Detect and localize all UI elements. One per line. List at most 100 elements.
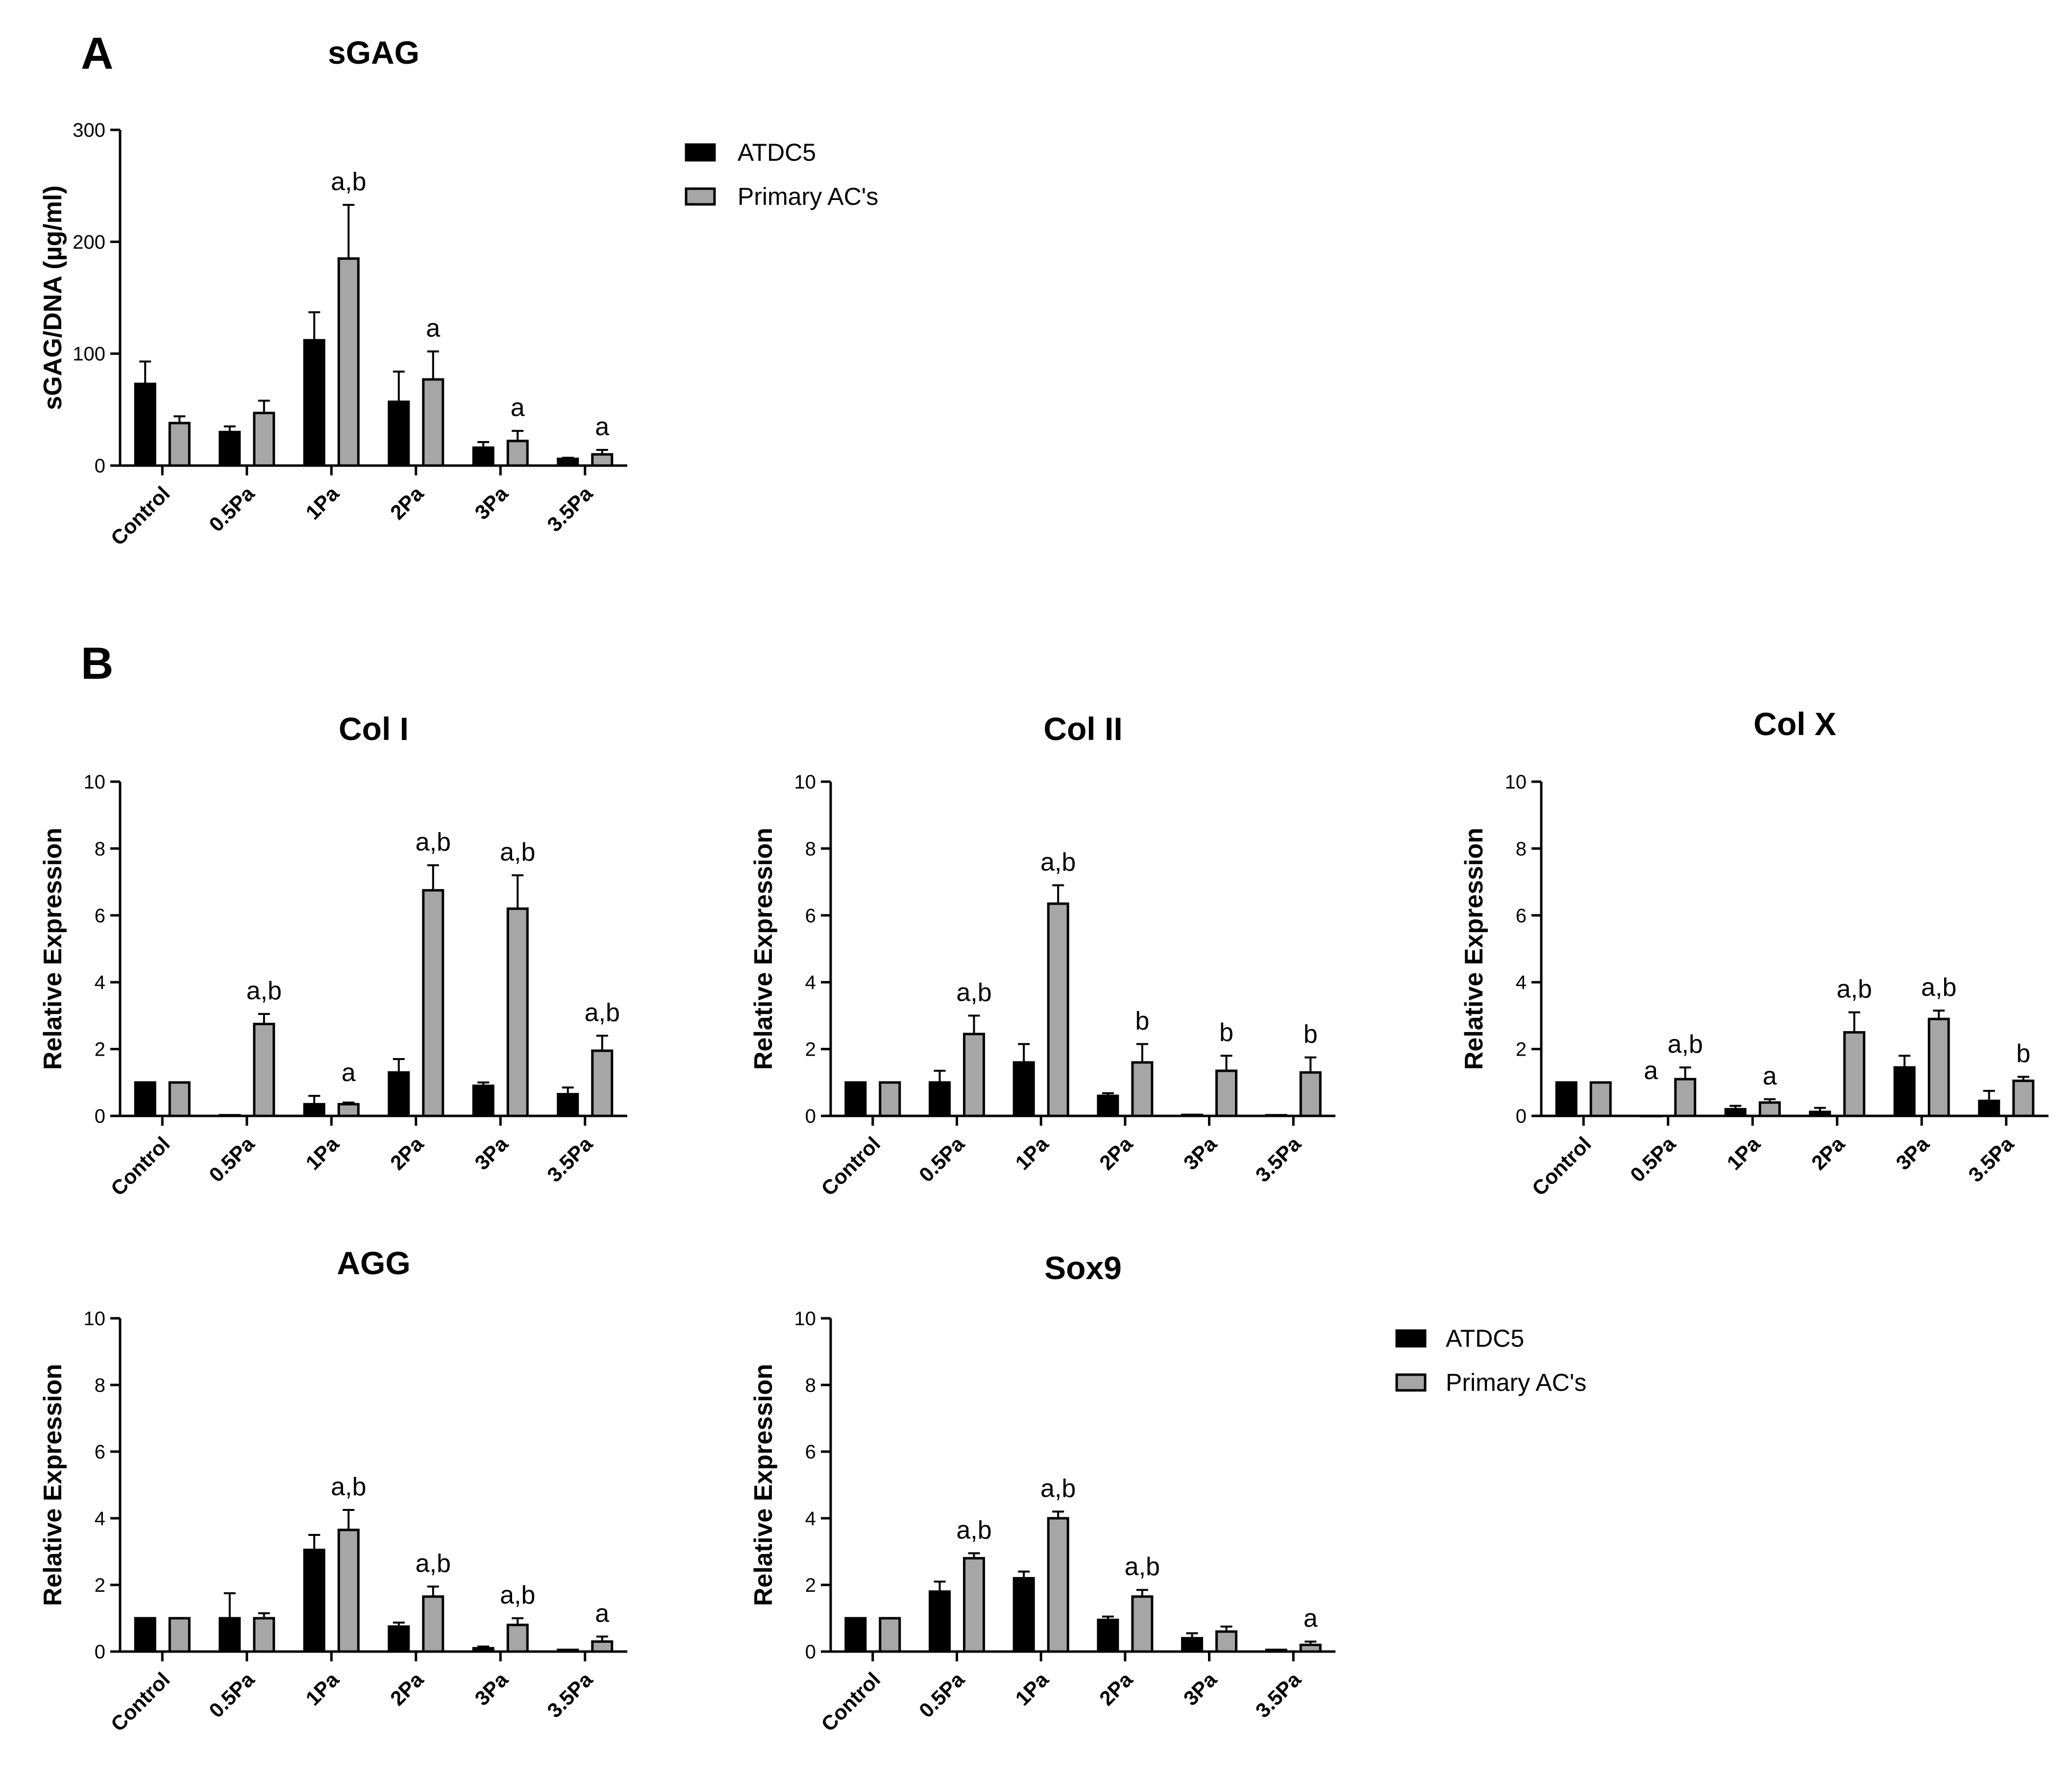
chart-title: sGAG <box>328 34 419 71</box>
significance-label: b <box>2016 1039 2030 1068</box>
y-axis-label: Relative Expression <box>1460 828 1488 1070</box>
chart-col-x: Col X Relative Expression 0 2 4 6 8 10 Control 0.… <box>1460 706 2048 1200</box>
legend-swatch-atdc5 <box>1395 1329 1427 1348</box>
x-tick-label-3pa: 3Pa <box>1179 1668 1222 1710</box>
x-tick-label-1pa: 1Pa <box>1011 1668 1053 1710</box>
bar-atdc5-2pa <box>1097 1094 1119 1117</box>
y-tick-label: 4 <box>805 1508 816 1530</box>
legend-swatch-primary <box>685 187 716 206</box>
significance-label: a <box>1763 1062 1777 1090</box>
significance-label: a <box>595 413 609 441</box>
y-tick-label: 100 <box>73 344 105 365</box>
y-tick-label: 4 <box>1516 972 1527 993</box>
y-tick-label: 0 <box>805 1641 816 1663</box>
bar-atdc5-control <box>134 382 156 467</box>
chart-title: Col I <box>339 711 409 747</box>
x-tick-label-2pa: 2Pa <box>1095 1132 1137 1175</box>
y-tick-label: 0 <box>95 1106 105 1127</box>
x-tick-label-2pa: 2Pa <box>386 482 428 524</box>
y-tick-label: 8 <box>95 1375 105 1396</box>
bar-atdc5-1pa <box>1724 1108 1747 1117</box>
bar-atdc5-control <box>134 1617 156 1653</box>
bar-primary-ac-s-0-5pa <box>963 1033 985 1117</box>
bar-primary-ac-s-1pa <box>1047 1517 1069 1653</box>
x-tick-label-2pa: 2Pa <box>386 1132 428 1175</box>
x-tick-label-control: Control <box>816 1668 885 1736</box>
bar-primary-ac-s-control <box>168 1081 191 1117</box>
y-tick-label: 8 <box>95 838 105 860</box>
x-tick-label-3pa: 3Pa <box>470 1668 513 1710</box>
bar-primary-ac-s-0-5pa <box>963 1557 985 1653</box>
y-tick-label: 0 <box>1516 1106 1527 1127</box>
legend-swatch-atdc5 <box>685 143 716 162</box>
bar-primary-ac-s-3pa <box>1215 1630 1237 1653</box>
chart-col-i: Col I Relative Expression 0 2 4 6 8 10 Control 0.… <box>39 711 627 1200</box>
y-axis-label: Relative Expression <box>39 828 67 1070</box>
y-tick-label: 300 <box>73 120 105 141</box>
bar-atdc5-3-5pa <box>557 457 579 467</box>
significance-label: a <box>342 1059 356 1087</box>
significance-label: a,b <box>331 1473 366 1501</box>
bar-primary-ac-s-control <box>168 421 191 467</box>
y-tick-label: 0 <box>805 1106 816 1127</box>
significance-label: a,b <box>416 828 451 857</box>
significance-label: a <box>1304 1605 1318 1633</box>
x-tick-label-0-5pa: 0.5Pa <box>1626 1132 1680 1186</box>
y-tick-label: 10 <box>1505 771 1527 793</box>
bar-atdc5-3pa <box>1893 1066 1916 1117</box>
bar-primary-ac-s-2pa <box>422 889 444 1117</box>
y-tick-label: 2 <box>805 1039 816 1061</box>
bar-atdc5-1pa <box>303 339 325 467</box>
x-tick-label-2pa: 2Pa <box>1807 1132 1850 1175</box>
bar-atdc5-3-5pa <box>1265 1649 1287 1653</box>
legend-swatch-primary <box>1395 1373 1427 1392</box>
bar-atdc5-3pa <box>1181 1637 1203 1653</box>
bar-primary-ac-s-control <box>879 1617 901 1653</box>
bar-atdc5-1pa <box>1012 1061 1035 1117</box>
bar-primary-ac-s-control <box>168 1617 191 1653</box>
bar-atdc5-2pa <box>388 400 410 467</box>
y-tick-label: 6 <box>1516 905 1527 927</box>
significance-label: a,b <box>247 977 282 1005</box>
y-tick-label: 10 <box>794 771 816 793</box>
y-tick-label: 0 <box>95 455 105 477</box>
x-tick-label-2pa: 2Pa <box>386 1668 428 1710</box>
legend-bottom: ATDC5 Primary AC's <box>1395 1325 1586 1396</box>
y-tick-label: 6 <box>805 905 816 927</box>
significance-label: a,b <box>1921 973 1956 1002</box>
y-tick-label: 200 <box>73 231 105 253</box>
bar-atdc5-0-5pa <box>929 1081 951 1117</box>
y-axis-label: sGAG/DNA (µg/ml) <box>39 185 67 410</box>
bar-atdc5-control <box>1555 1081 1578 1117</box>
x-tick-label-0-5pa: 0.5Pa <box>204 1668 259 1722</box>
y-tick-label: 4 <box>95 1508 105 1530</box>
bar-primary-ac-s-2pa <box>1843 1031 1866 1117</box>
chart-title: Col II <box>1043 711 1122 747</box>
y-tick-label: 6 <box>805 1441 816 1463</box>
y-tick-label: 4 <box>805 972 816 993</box>
significance-label: a,b <box>1040 1474 1076 1503</box>
legend-label-atdc5: ATDC5 <box>1446 1325 1524 1352</box>
bar-primary-ac-s-0-5pa <box>253 412 275 467</box>
x-tick-label-0-5pa: 0.5Pa <box>914 1132 969 1186</box>
bar-primary-ac-s-2pa <box>422 1595 444 1653</box>
y-tick-label: 2 <box>95 1575 105 1596</box>
x-tick-label-3-5pa: 3.5Pa <box>1251 1132 1306 1186</box>
bar-primary-ac-s-1pa <box>337 1103 360 1117</box>
chart-sox9: Sox9 Relative Expression 0 2 4 6 8 10 Control 0.5… <box>749 1250 1335 1736</box>
y-tick-label: 2 <box>805 1575 816 1596</box>
y-tick-label: 8 <box>805 838 816 860</box>
x-tick-label-3-5pa: 3.5Pa <box>1251 1668 1306 1722</box>
x-tick-label-3pa: 3Pa <box>470 1132 513 1175</box>
bar-atdc5-2pa <box>1097 1618 1119 1653</box>
bar-atdc5-0-5pa <box>219 1617 241 1653</box>
significance-label: a,b <box>331 168 366 196</box>
bar-atdc5-control <box>134 1081 156 1117</box>
chart-title: Col X <box>1753 706 1836 742</box>
significance-label: a <box>511 394 525 422</box>
bar-atdc5-control <box>844 1081 867 1117</box>
y-tick-label: 4 <box>95 972 105 993</box>
x-tick-label-0-5pa: 0.5Pa <box>204 1132 259 1186</box>
y-axis-label: Relative Expression <box>749 828 778 1070</box>
